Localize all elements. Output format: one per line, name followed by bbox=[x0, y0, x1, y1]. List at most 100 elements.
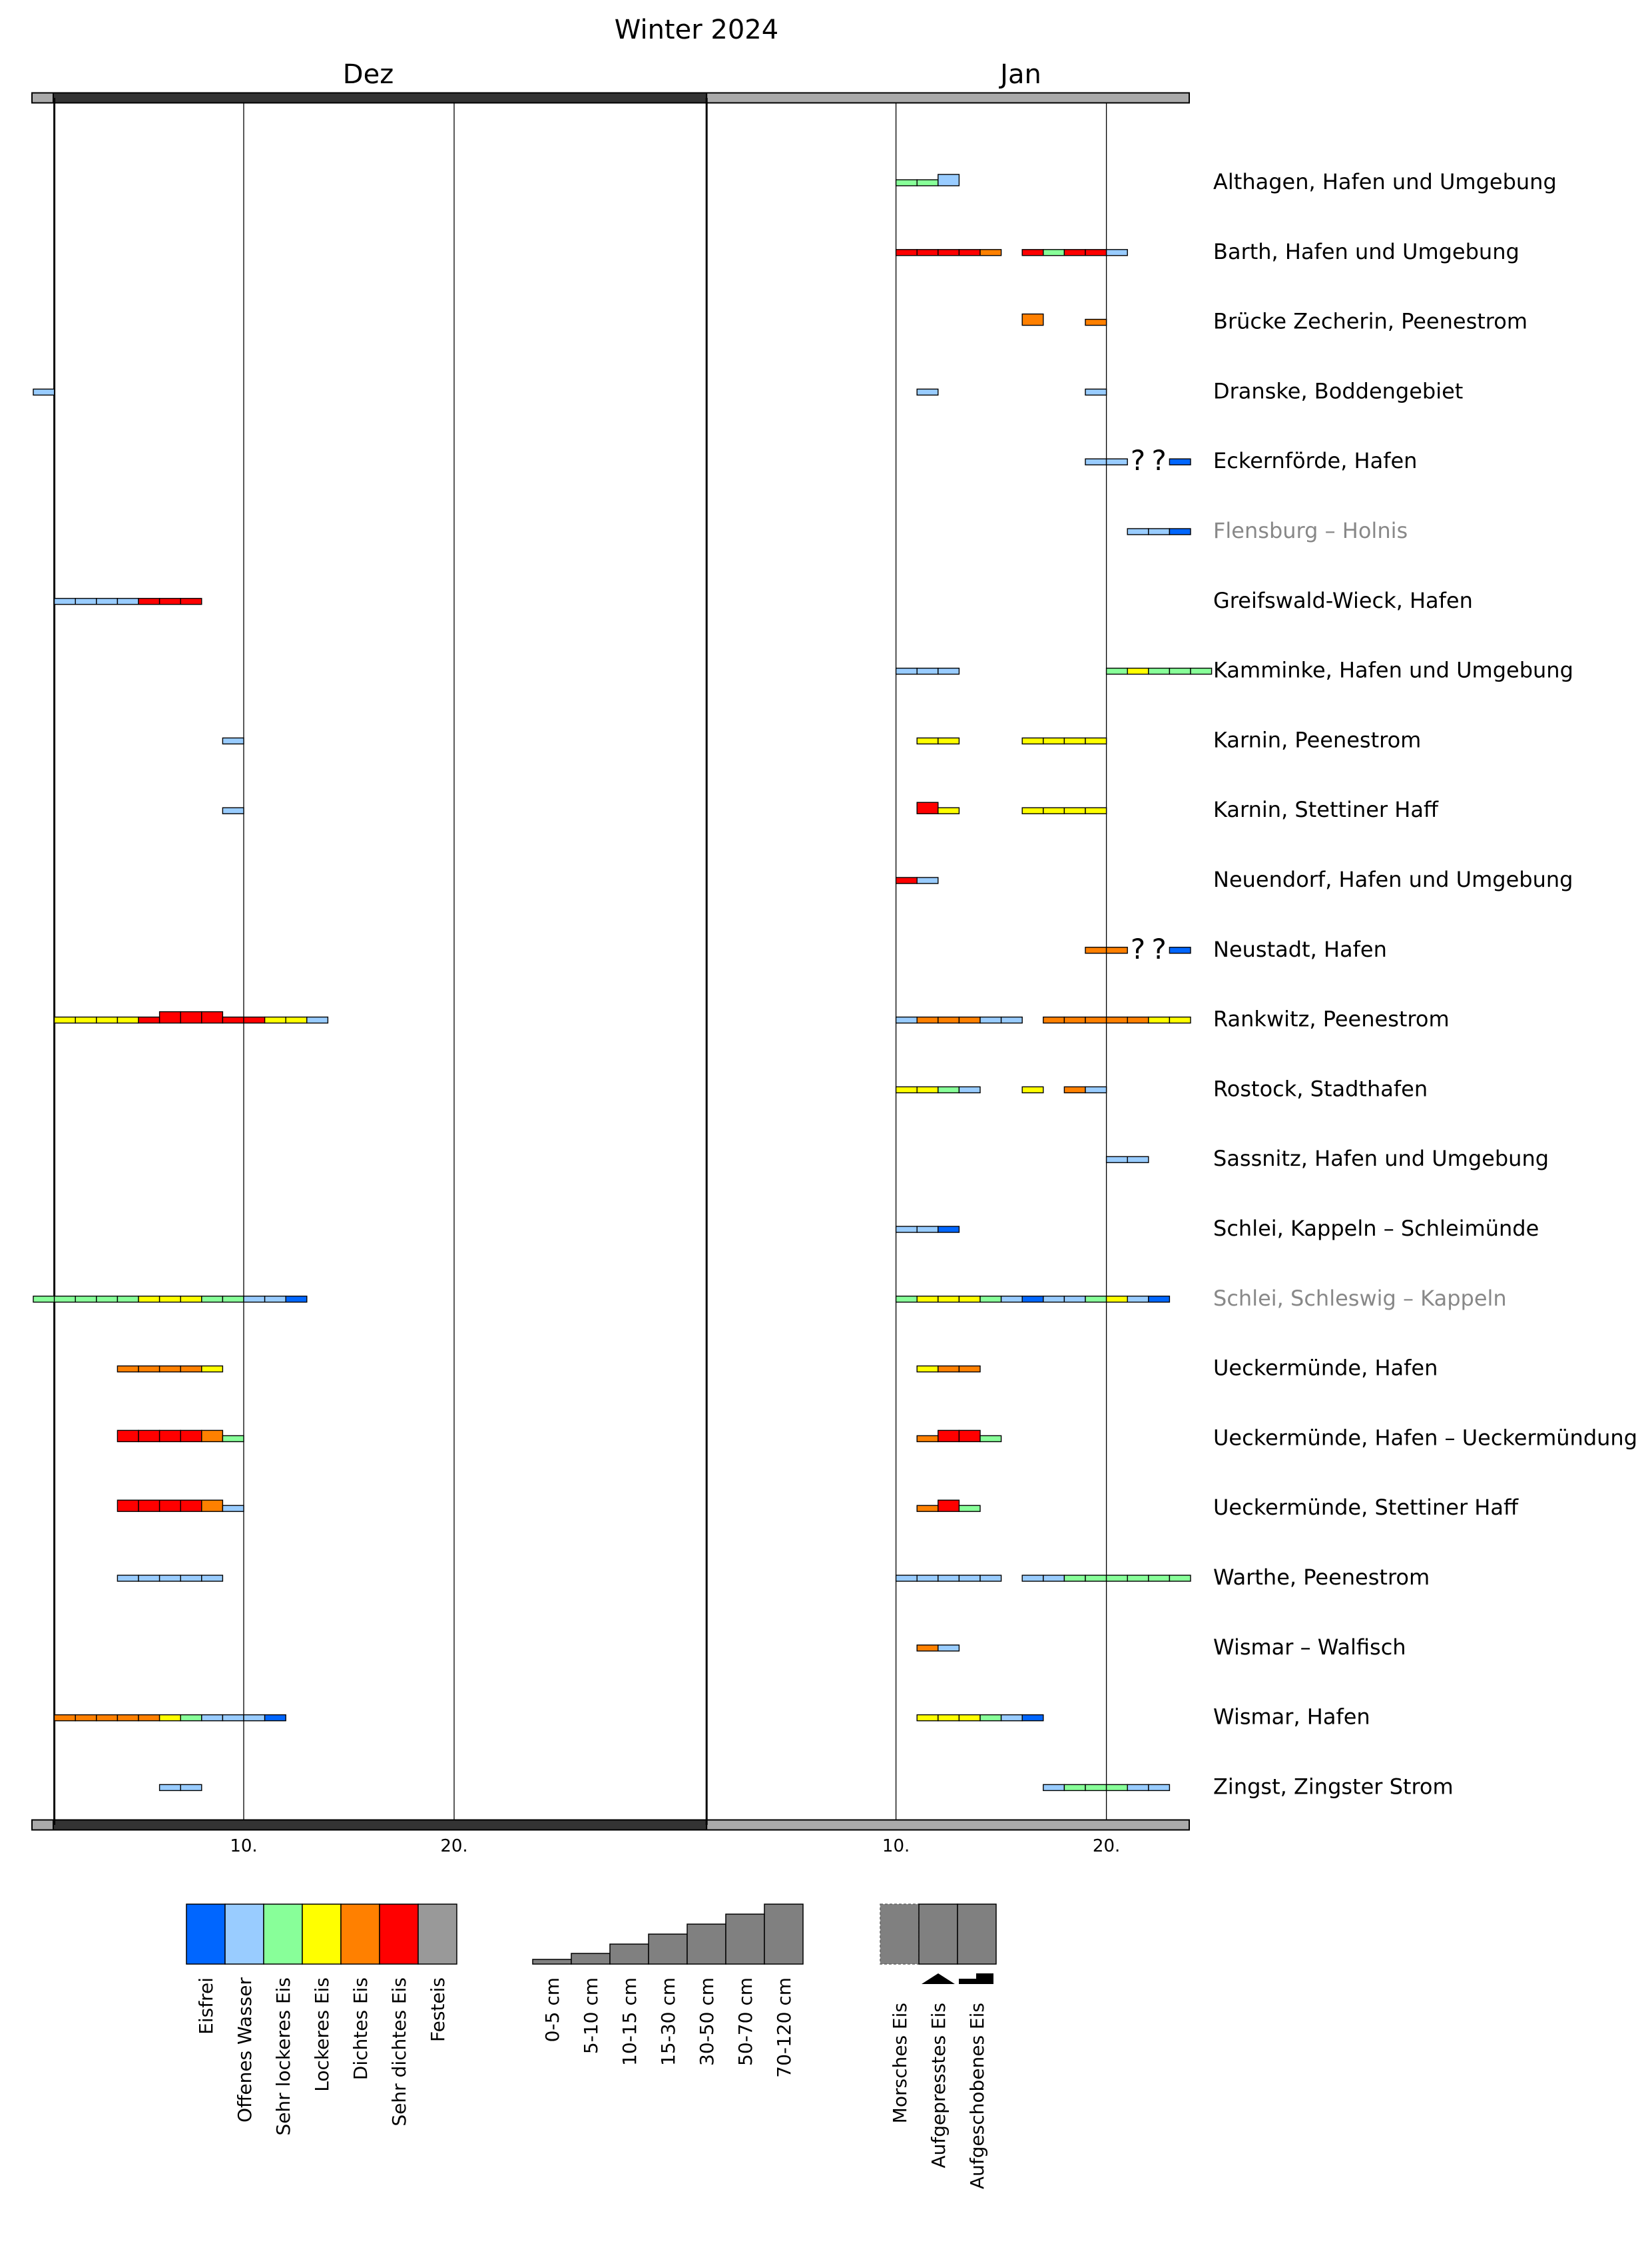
ice-observation-cell bbox=[979, 1435, 1002, 1443]
ice-observation-cell bbox=[916, 802, 939, 814]
legend-label-ice-class: Sehr lockeres Eis bbox=[272, 1977, 294, 2136]
ice-observation-cell bbox=[180, 1499, 202, 1512]
month-band-bottom-jan bbox=[706, 1819, 1190, 1831]
ice-observation-cell bbox=[117, 1499, 139, 1512]
ice-observation-cell bbox=[53, 1714, 76, 1722]
ice-observation-cell bbox=[938, 1429, 960, 1443]
ice-observation-cell bbox=[180, 1296, 202, 1303]
station-label: Schlei, Schleswig – Kappeln bbox=[1213, 1286, 1507, 1311]
ice-observation-cell bbox=[306, 1016, 329, 1024]
ice-observation-cell bbox=[201, 1429, 224, 1443]
ice-observation-cell bbox=[1085, 1575, 1107, 1582]
x-tick-label: 10. bbox=[230, 1836, 257, 1856]
ice-observation-cell bbox=[1021, 249, 1044, 256]
ice-observation-cell bbox=[117, 1429, 139, 1443]
legend-thickness-bar bbox=[532, 1959, 572, 1965]
ice-observation-cell bbox=[285, 1296, 308, 1303]
station-label: Wismar – Walfisch bbox=[1213, 1635, 1406, 1660]
ice-observation-cell bbox=[958, 1505, 981, 1512]
ice-observation-cell bbox=[117, 1016, 139, 1024]
ice-observation-cell bbox=[1127, 1156, 1149, 1163]
station-label: Neustadt, Hafen bbox=[1213, 937, 1387, 962]
ice-observation-cell bbox=[222, 1016, 244, 1024]
ice-observation-cell bbox=[938, 1086, 960, 1094]
ice-observation-cell bbox=[938, 807, 960, 814]
ice-observation-cell bbox=[243, 1296, 266, 1303]
ice-observation-cell bbox=[1148, 528, 1171, 535]
ice-observation-cell bbox=[33, 1296, 55, 1303]
ice-observation-cell bbox=[916, 1086, 939, 1094]
ice-observation-cell bbox=[1127, 667, 1149, 675]
station-label: Eckernförde, Hafen bbox=[1213, 448, 1417, 473]
x-tick-label: 20. bbox=[440, 1836, 467, 1856]
ice-observation-cell bbox=[1148, 667, 1171, 675]
ice-observation-cell bbox=[979, 1575, 1002, 1582]
ice-observation-cell bbox=[1043, 737, 1065, 745]
ice-observation-cell bbox=[1127, 1784, 1149, 1792]
ice-observation-cell bbox=[1063, 1784, 1086, 1792]
ice-observation-cell bbox=[916, 179, 939, 186]
ice-observation-cell bbox=[938, 737, 960, 745]
ice-observation-cell bbox=[895, 877, 918, 884]
station-label: Warthe, Peenestrom bbox=[1213, 1565, 1430, 1590]
ice-observation-cell bbox=[1085, 947, 1107, 954]
ice-observation-cell bbox=[1085, 1016, 1107, 1024]
legend-label-thickness: 10-15 cm bbox=[619, 1977, 641, 2066]
ice-observation-cell bbox=[264, 1714, 286, 1722]
ice-observation-cell bbox=[938, 1644, 960, 1652]
ice-observation-cell bbox=[158, 1784, 181, 1792]
ice-observation-cell bbox=[1105, 667, 1128, 675]
ice-observation-cell bbox=[158, 1429, 181, 1443]
ice-observation-cell bbox=[180, 1011, 202, 1024]
ice-observation-cell bbox=[138, 1499, 160, 1512]
ice-observation-cell bbox=[1127, 528, 1149, 535]
ice-observation-cell bbox=[916, 388, 939, 396]
ice-observation-cell bbox=[1085, 249, 1107, 256]
ice-observation-cell bbox=[895, 1016, 918, 1024]
month-label-dez: Dez bbox=[343, 59, 394, 90]
ice-observation-cell bbox=[1000, 1714, 1023, 1722]
ice-observation-cell bbox=[138, 1714, 160, 1722]
ice-observation-cell bbox=[958, 1429, 981, 1443]
ice-observation-cell bbox=[75, 1296, 97, 1303]
ice-observation-cell bbox=[1169, 528, 1191, 535]
ice-observation-cell bbox=[1043, 1016, 1065, 1024]
legend-thickness-bar bbox=[764, 1903, 804, 1965]
legend-ice-type-swatch bbox=[918, 1903, 958, 1965]
station-label: Zingst, Zingster Strom bbox=[1213, 1774, 1454, 1799]
legend-label-thickness: 70-120 cm bbox=[773, 1977, 795, 2078]
station-label: Ueckermünde, Stettiner Haff bbox=[1213, 1495, 1519, 1520]
month-band-bottom-nov bbox=[31, 1819, 54, 1831]
ice-observation-cell bbox=[916, 667, 939, 675]
ice-observation-cell bbox=[201, 1499, 224, 1512]
ice-observation-cell bbox=[33, 388, 55, 396]
station-label: Ueckermünde, Hafen – Ueckermündung bbox=[1213, 1425, 1637, 1450]
ice-observation-cell bbox=[938, 1575, 960, 1582]
ice-observation-cell bbox=[201, 1011, 224, 1024]
ice-observation-cell bbox=[158, 1011, 181, 1024]
ice-observation-cell bbox=[979, 1016, 1002, 1024]
station-label: Rostock, Stadthafen bbox=[1213, 1076, 1428, 1101]
ice-observation-cell bbox=[895, 667, 918, 675]
legend-label-ice-type: Aufgeschobenes Eis bbox=[966, 2003, 988, 2189]
ice-observation-cell bbox=[1021, 313, 1044, 326]
ice-observation-cell bbox=[158, 1714, 181, 1722]
ice-observation-cell bbox=[1085, 458, 1107, 465]
ice-observation-cell bbox=[958, 249, 981, 256]
ice-observation-cell bbox=[1169, 1575, 1191, 1582]
ice-observation-cell bbox=[1043, 1296, 1065, 1303]
ice-observation-cell bbox=[1043, 249, 1065, 256]
ice-observation-cell bbox=[916, 1435, 939, 1443]
legend-label-ice-class: Dichtes Eis bbox=[350, 1977, 372, 2080]
legend-label-thickness: 30-50 cm bbox=[696, 1977, 718, 2066]
station-label: Greifswald-Wieck, Hafen bbox=[1213, 588, 1473, 613]
legend-swatch-lockeres-eis bbox=[302, 1903, 342, 1965]
station-label: Wismar, Hafen bbox=[1213, 1704, 1370, 1730]
ice-observation-cell bbox=[916, 1226, 939, 1233]
aufgeschoben-symbol bbox=[959, 1973, 993, 1984]
ice-observation-cell bbox=[1148, 1784, 1171, 1792]
ice-observation-cell bbox=[243, 1016, 266, 1024]
ice-observation-cell bbox=[1085, 807, 1107, 814]
ice-observation-cell bbox=[916, 737, 939, 745]
